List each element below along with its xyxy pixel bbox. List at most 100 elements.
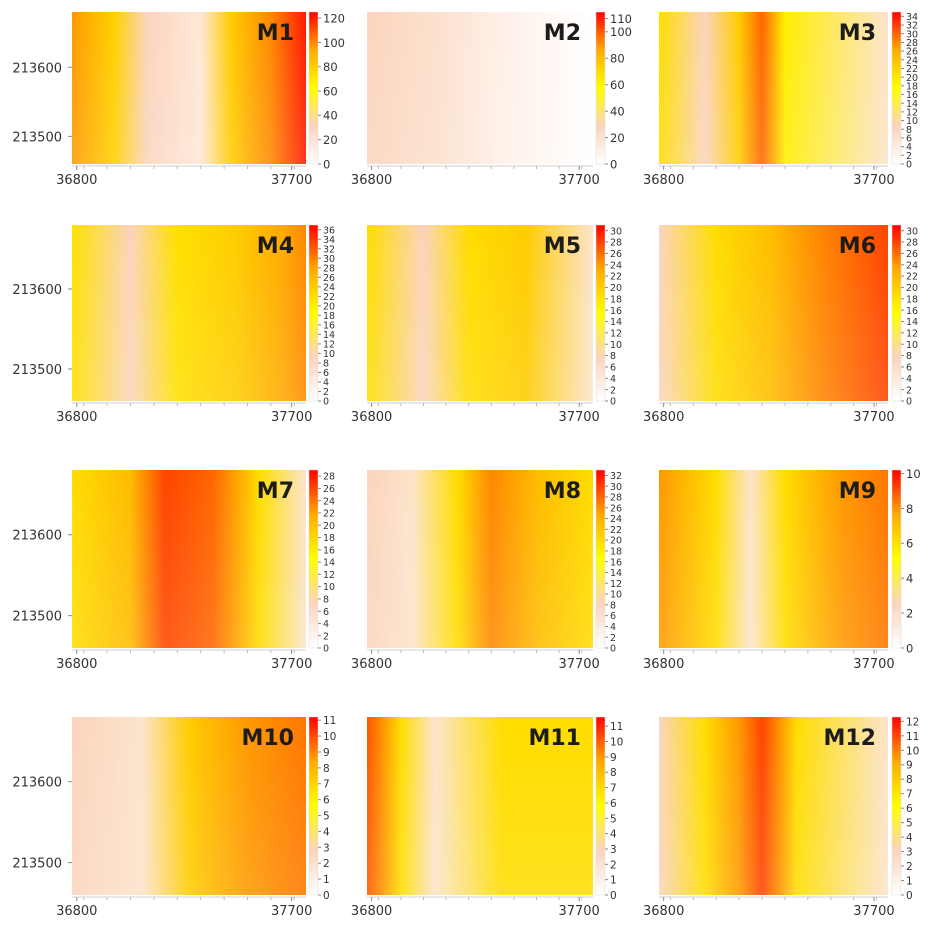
colorbar-tick-label: 10 [323,349,335,360]
colorbar-tick-label: 10 [610,590,622,601]
colorbar-tick-label: 8 [610,351,616,362]
colorbar-tick-label: 6 [610,363,616,374]
colorbar-tick-label: 22 [610,272,622,283]
colorbar-tick-label: 1 [610,875,617,887]
colorbar-tick-label: 12 [906,716,919,728]
y-tick-label: 213600 [12,529,62,544]
colorbar-tick-label: 9 [610,752,617,764]
colorbar-tick-label: 6 [610,798,617,810]
colorbar-tick-label: 26 [610,503,622,514]
colorbar-tick-label: 12 [323,340,335,351]
colorbar-tick-label: 24 [610,514,622,525]
colorbar-tick-label: 26 [906,47,918,58]
colorbar [891,716,902,896]
x-tick-label: 36800 [643,173,684,188]
x-tick-label: 37700 [853,410,894,425]
colorbar-tick-label: 2 [323,858,330,870]
colorbar-tick-label: 4 [323,619,329,630]
colorbar [891,11,902,165]
colorbar-tick-label: 8 [323,595,329,606]
colorbar-tick-label: 6 [906,803,913,815]
colorbar-tick-label: 26 [610,249,622,260]
colorbar-tick-label: 3 [610,844,617,856]
colorbar-tick-label: 30 [610,226,622,237]
colorbar-tick-label: 2 [906,151,912,162]
colorbar-tick-label: 34 [323,235,335,246]
colorbar-tick-label: 18 [323,533,335,544]
x-tick-label: 36800 [56,904,97,919]
colorbar-tick-label: 20 [906,73,918,84]
x-tick-label: 36800 [643,657,684,672]
colorbar-tick-label: 6 [323,368,329,379]
colorbar-tick-label: 22 [906,64,918,75]
colorbar-tick-label: 0 [323,890,330,902]
colorbar-tick-label: 0 [906,397,912,408]
colorbar-tick-label: 120 [323,11,345,25]
colorbar-tick-label: 18 [610,294,622,305]
colorbar-tick-label: 24 [906,260,918,271]
colorbar-tick-label: 10 [906,116,918,127]
colorbar-tick-label: 3 [906,847,913,859]
colorbar-tick-label: 26 [906,249,918,260]
colorbar-tick-label: 8 [610,600,616,611]
colorbar-tick-label: 0 [610,397,616,408]
x-tick-label: 36800 [351,904,392,919]
panel-label: M3 [839,21,876,46]
colorbar-tick-label: 2 [610,859,617,871]
x-tick-label: 36800 [351,410,392,425]
x-tick-label: 36800 [56,173,97,188]
colorbar-tick-label: 2 [323,631,329,642]
colorbar-tick-label: 5 [323,811,330,823]
colorbar-tick-label: 4 [323,378,329,389]
colorbar-tick-label: 26 [323,273,335,284]
x-tick-label: 36800 [351,173,392,188]
colorbar-tick-label: 0 [610,890,617,902]
y-tick-label: 213600 [12,776,62,791]
panel-label: M10 [241,726,294,751]
colorbar [595,716,606,896]
colorbar-tick-label: 0 [323,644,329,655]
x-tick-label: 37700 [853,173,894,188]
colorbar-tick-label: 0 [906,890,913,902]
panel-label: M9 [839,479,876,504]
colorbar-tick-label: 4 [906,832,913,844]
colorbar-tick-label: 100 [610,25,632,39]
x-tick-label: 37700 [271,904,312,919]
colorbar-tick-label: 8 [906,774,913,786]
colorbar-tick-label: 12 [610,579,622,590]
colorbar-tick-label: 10 [906,340,918,351]
x-tick-label: 36800 [643,904,684,919]
colorbar [308,716,319,896]
colorbar-tick-label: 80 [323,60,338,74]
x-tick-label: 37700 [853,657,894,672]
colorbar-tick-label: 16 [610,306,622,317]
colorbar-tick-label: 20 [610,131,625,145]
colorbar-tick-label: 24 [323,496,335,507]
colorbar-tick-label: 10 [610,737,623,749]
x-tick-label: 37700 [271,657,312,672]
colorbar-tick-label: 0 [610,644,616,655]
x-tick-label: 36800 [56,657,97,672]
colorbar-tick-label: 40 [323,109,338,123]
panel-label: M12 [823,726,876,751]
colorbar-tick-label: 10 [610,340,622,351]
colorbar-tick-label: 9 [323,747,330,759]
colorbar-tick-label: 36 [323,225,335,236]
y-tick-label: 213500 [12,610,62,625]
colorbar-tick-label: 24 [906,55,918,66]
panel-label: M5 [544,234,581,259]
colorbar-tick-label: 28 [906,38,918,49]
colorbar-tick-label: 12 [323,570,335,581]
colorbar [308,224,319,402]
colorbar-tick-label: 0 [906,641,913,655]
colorbar-tick-label: 18 [610,547,622,558]
colorbar [595,224,606,402]
colorbar-tick-label: 28 [323,263,335,274]
